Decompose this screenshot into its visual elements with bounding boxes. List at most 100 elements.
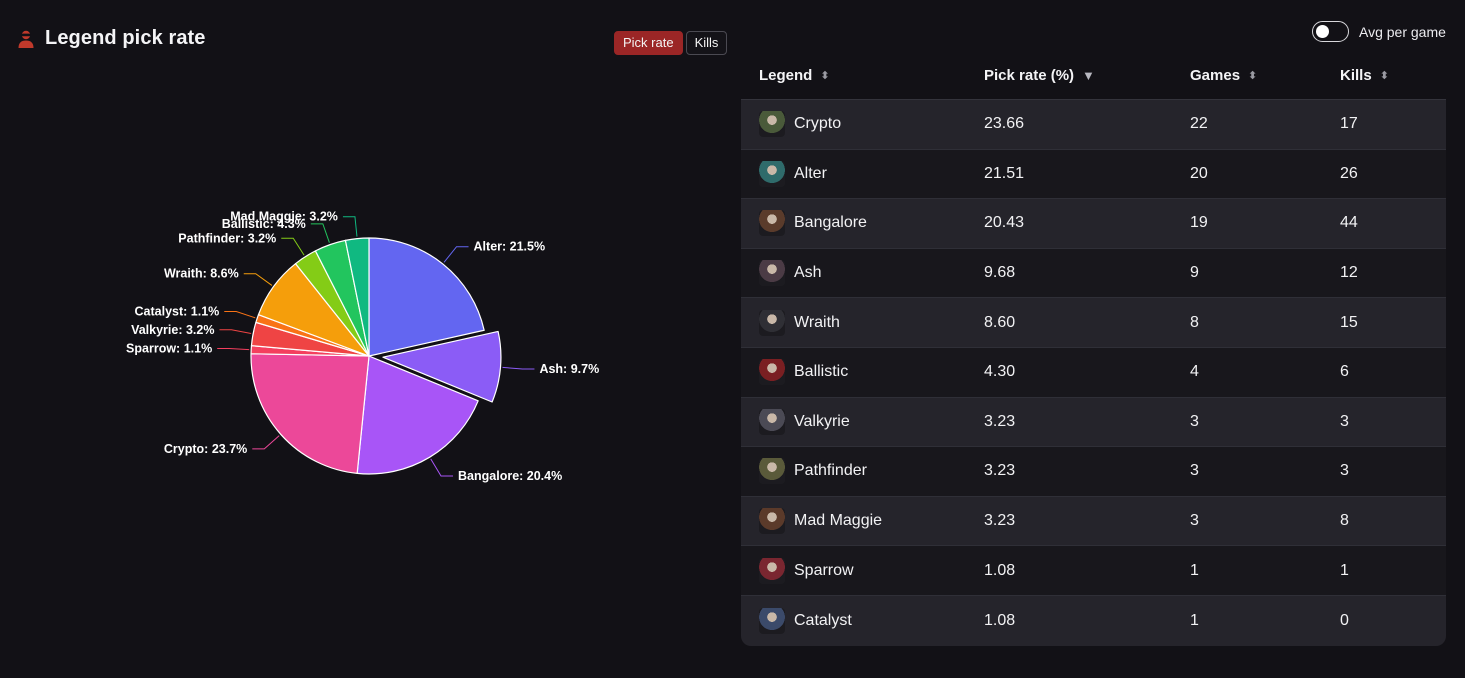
pie-label-connector — [243, 273, 273, 286]
legend-name: Bangalore — [794, 214, 867, 232]
kills-cell: 12 — [1340, 264, 1358, 282]
games-cell: 3 — [1190, 512, 1199, 530]
pie-label-connector — [217, 348, 250, 351]
legend-avatar-icon — [759, 557, 785, 584]
pick-rate-cell: 1.08 — [984, 611, 1016, 629]
legend-name: Alter — [794, 164, 827, 182]
kills-cell: 44 — [1340, 214, 1358, 232]
pie-label-ash: Ash: 9.7% — [539, 362, 599, 376]
legend-name: Mad Maggie — [794, 512, 883, 530]
column-header-kills[interactable]: Kills ⬍ — [1340, 67, 1440, 84]
games-cell: 8 — [1190, 313, 1199, 331]
kills-cell: 3 — [1340, 412, 1349, 430]
legend-name: Ash — [794, 264, 822, 282]
pick-rate-cell: 1.08 — [984, 561, 1016, 579]
kills-cell: 3 — [1340, 462, 1349, 480]
legend-avatar-icon — [759, 458, 785, 485]
pie-slice-crypto[interactable] — [250, 353, 370, 475]
sort-icon: ⬍ — [1248, 70, 1258, 82]
kills-cell: 0 — [1340, 611, 1349, 629]
pick-rate-cell: 20.43 — [984, 214, 1025, 232]
column-header-label: Games — [1190, 67, 1241, 84]
metric-toggle: Pick rate Kills — [614, 31, 728, 55]
table-row: Alter 21.51 20 26 — [741, 149, 1446, 200]
kills-cell: 15 — [1340, 313, 1358, 331]
pie-label-valkyrie: Valkyrie: 3.2% — [131, 323, 214, 337]
legend-cell: Valkyrie — [741, 408, 984, 435]
column-header-label: Legend — [759, 67, 813, 84]
column-header-pick-rate[interactable]: Pick rate (%) ▼ — [984, 67, 1190, 84]
legend-avatar-icon — [759, 359, 785, 386]
games-cell: 4 — [1190, 363, 1199, 381]
panel-header: Legend pick rate — [17, 27, 206, 50]
legend-name: Valkyrie — [794, 412, 850, 430]
table-row: Sparrow 1.08 1 1 — [741, 546, 1446, 596]
pie-slice-ash[interactable] — [382, 330, 502, 403]
games-cell: 1 — [1190, 611, 1199, 629]
pie-label-connector — [443, 246, 469, 263]
legend-cell: Mad Maggie — [741, 508, 984, 535]
pie-label-pathfinder: Pathfinder: 3.2% — [178, 231, 276, 245]
games-cell: 3 — [1190, 462, 1199, 480]
pick-rate-button[interactable]: Pick rate — [614, 31, 683, 55]
sort-descending-icon: ▼ — [1082, 68, 1095, 83]
legend-name: Pathfinder — [794, 462, 867, 480]
column-header-label: Pick rate (%) — [984, 67, 1075, 84]
legend-cell: Wraith — [741, 309, 984, 336]
table-row: Catalyst 1.08 1 0 — [741, 595, 1446, 646]
pick-rate-cell: 3.23 — [984, 412, 1016, 430]
pick-rate-cell: 21.51 — [984, 164, 1025, 182]
avg-per-game-toggle: Avg per game — [1312, 21, 1446, 42]
games-cell: 20 — [1190, 164, 1208, 182]
pie-label-connector — [219, 329, 252, 335]
legend-name: Wraith — [794, 313, 840, 331]
pick-rate-cell: 3.23 — [984, 462, 1016, 480]
pie-slice-alter[interactable] — [368, 237, 485, 357]
legend-table: Legend ⬍ Pick rate (%) ▼ Games ⬍ Kills ⬍… — [741, 52, 1446, 646]
player-icon — [17, 29, 35, 49]
table-row: Ballistic 4.30 4 6 — [741, 347, 1446, 398]
table-row: Pathfinder 3.23 3 3 — [741, 447, 1446, 497]
kills-cell: 6 — [1340, 363, 1349, 381]
pie-label-alter: Alter: 21.5% — [474, 240, 546, 254]
sort-icon: ⬍ — [820, 70, 830, 82]
pie-label-wraith: Wraith: 8.6% — [164, 267, 239, 281]
pick-rate-pie-chart: Alter: 21.5% Ash: 9.7% Bangalore: 20.4% Cry… — [126, 210, 599, 483]
kills-cell: 17 — [1340, 115, 1358, 133]
legend-avatar-icon — [759, 508, 785, 535]
legend-name: Sparrow — [794, 561, 854, 579]
games-cell: 22 — [1190, 115, 1208, 133]
table-row: Bangalore 20.43 19 44 — [741, 199, 1446, 249]
legend-avatar-icon — [759, 111, 785, 138]
column-header-games[interactable]: Games ⬍ — [1190, 67, 1340, 84]
legend-cell: Sparrow — [741, 557, 984, 584]
legend-avatar-icon — [759, 210, 785, 237]
avg-per-game-label: Avg per game — [1359, 23, 1446, 40]
pie-slice-bangalore[interactable] — [356, 355, 479, 475]
pie-label-connector — [252, 435, 280, 450]
pick-rate-cell: 3.23 — [984, 512, 1016, 530]
legend-avatar-icon — [759, 260, 785, 287]
avg-per-game-switch[interactable] — [1312, 21, 1349, 42]
pick-rate-cell: 8.60 — [984, 313, 1016, 331]
pie-label-mad-maggie: Mad Maggie: 3.2% — [230, 210, 338, 224]
pick-rate-cell: 4.30 — [984, 363, 1016, 381]
pie-label-crypto: Crypto: 23.7% — [164, 442, 247, 456]
table-row: Ash 9.68 9 12 — [741, 248, 1446, 299]
games-cell: 19 — [1190, 214, 1208, 232]
kills-button[interactable]: Kills — [685, 31, 728, 55]
pie-slice-mad-maggie[interactable] — [344, 237, 370, 357]
sort-icon: ⬍ — [1379, 70, 1389, 82]
legend-cell: Ash — [741, 260, 984, 287]
pick-rate-cell: 9.68 — [984, 264, 1016, 282]
table-row: Wraith 8.60 8 15 — [741, 298, 1446, 348]
games-cell: 9 — [1190, 264, 1199, 282]
pie-label-sparrow: Sparrow: 1.1% — [126, 342, 212, 356]
legend-name: Catalyst — [794, 611, 852, 629]
page-title: Legend pick rate — [45, 27, 206, 49]
games-cell: 1 — [1190, 561, 1199, 579]
legend-avatar-icon — [759, 309, 785, 336]
column-header-label: Kills — [1340, 67, 1372, 84]
column-header-legend[interactable]: Legend ⬍ — [741, 67, 984, 84]
